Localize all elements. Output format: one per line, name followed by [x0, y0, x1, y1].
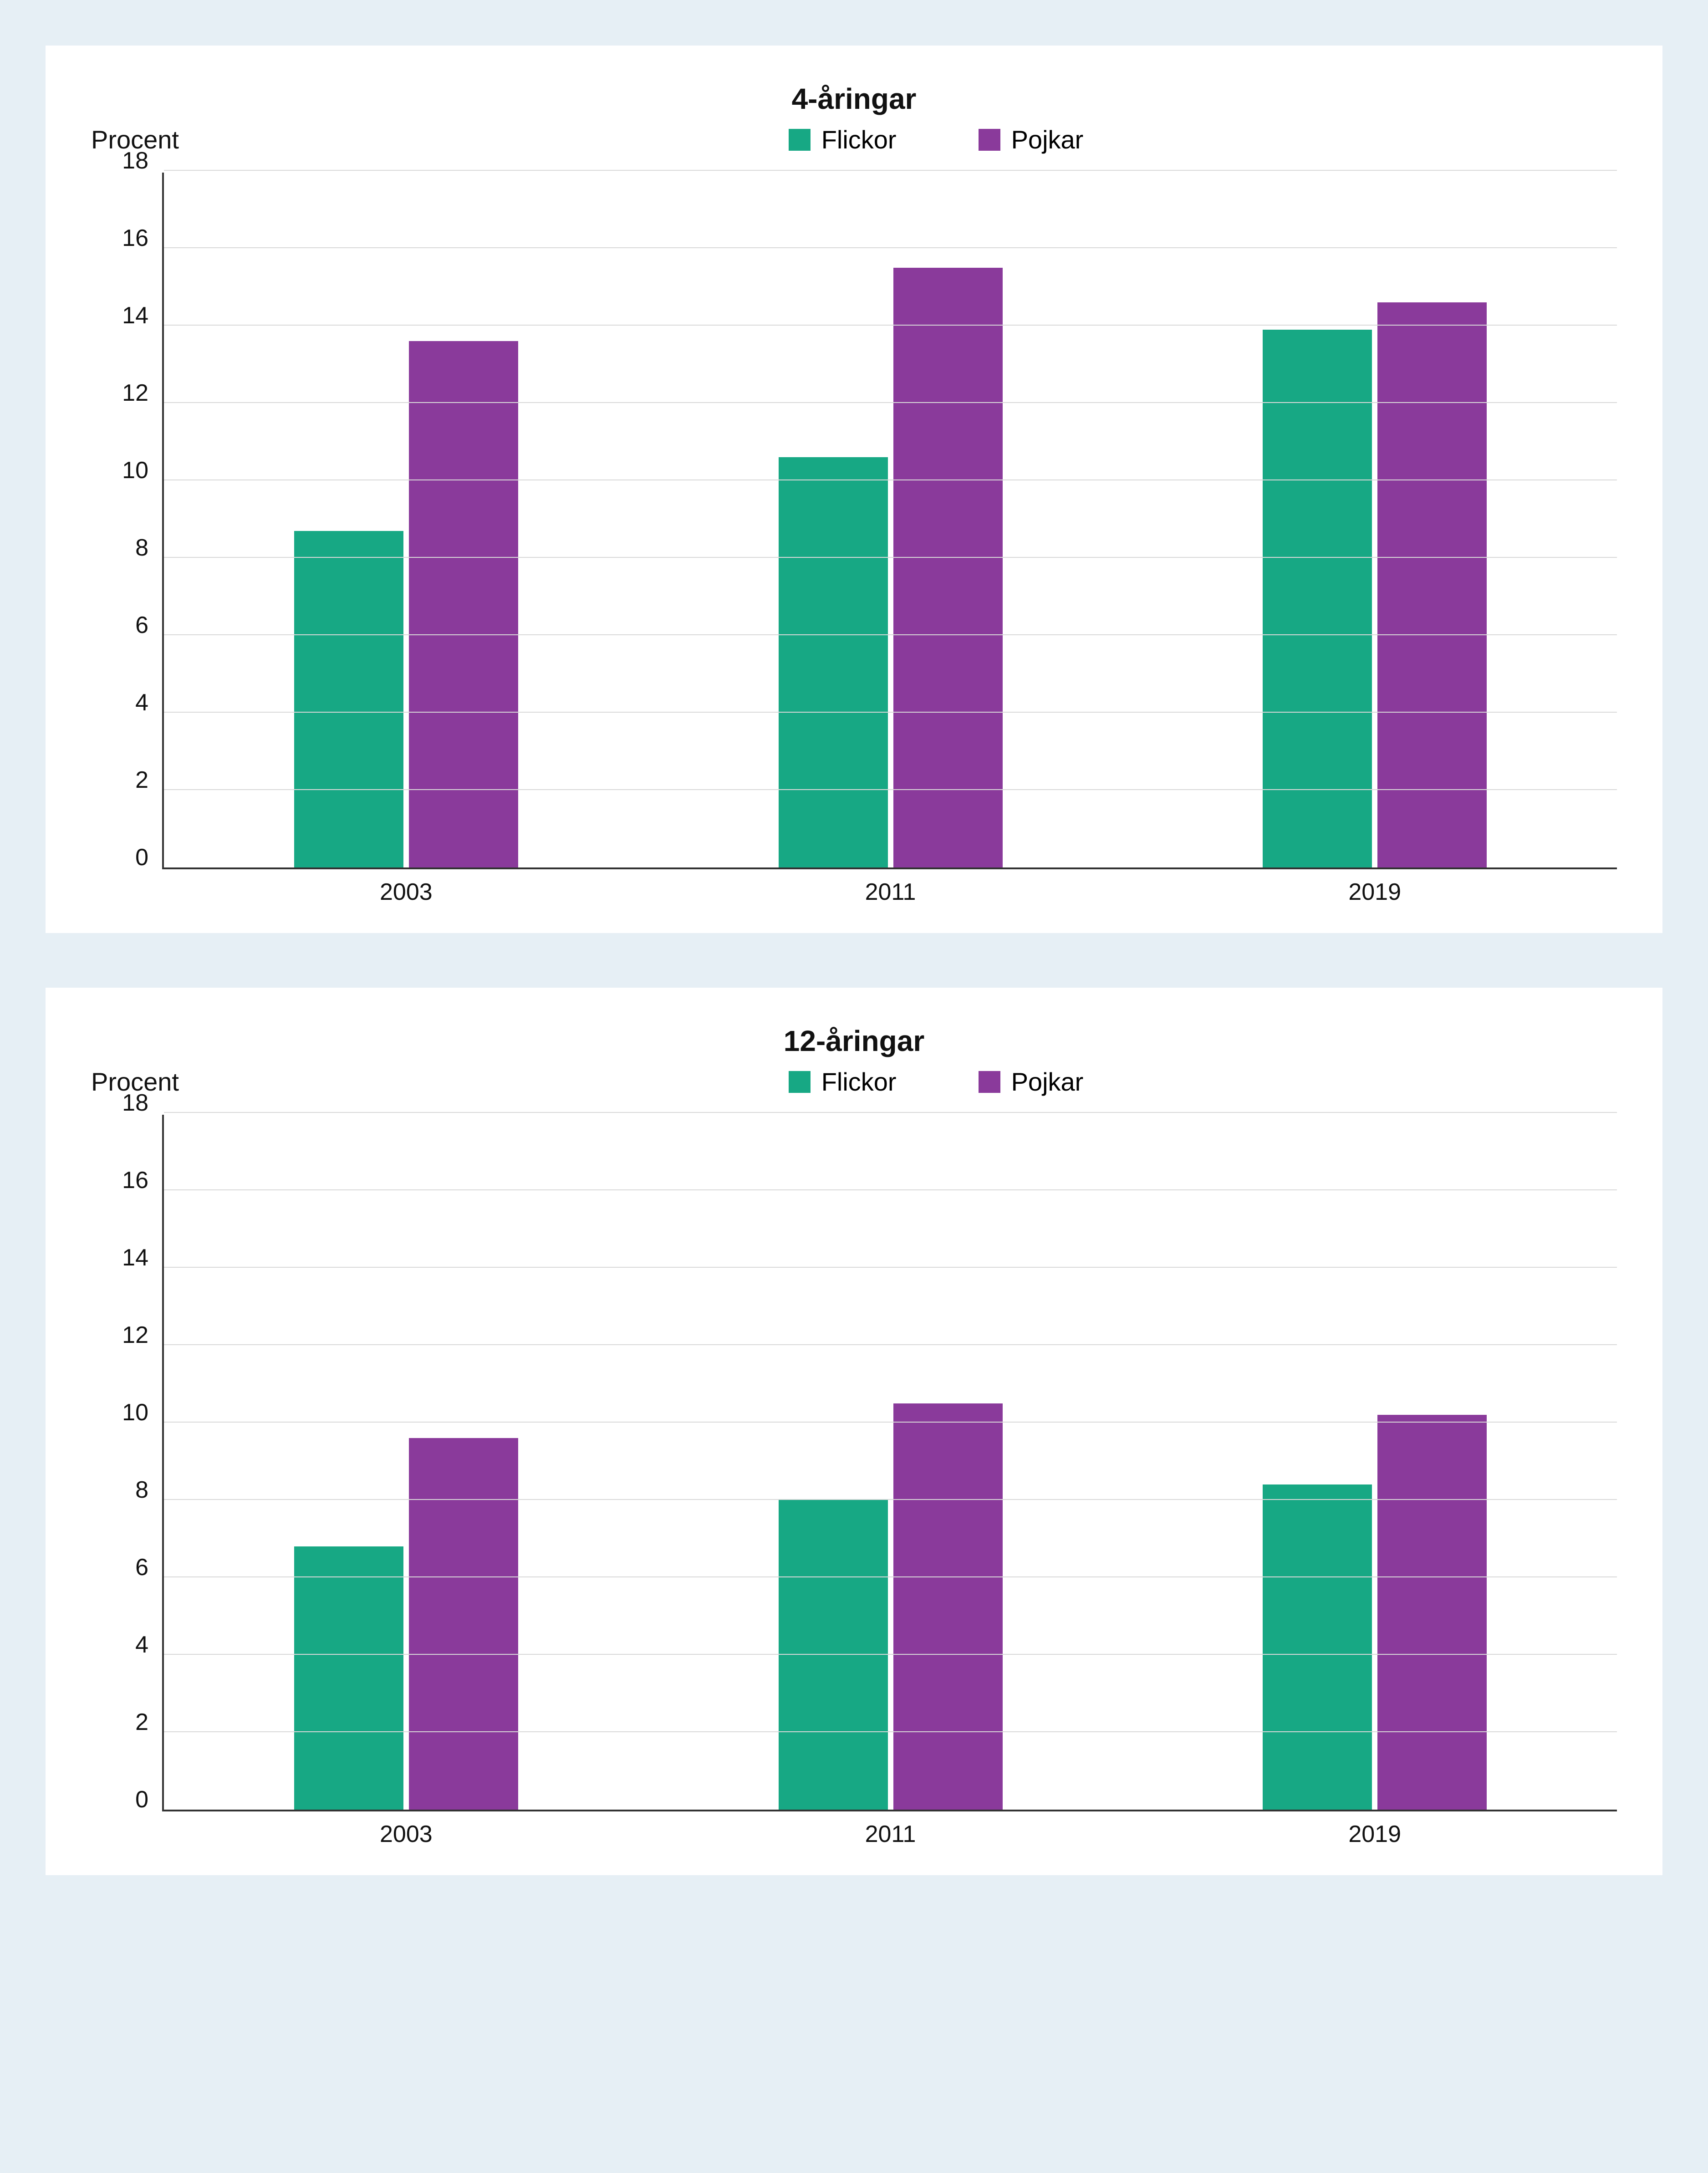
- gridline: [164, 170, 1617, 171]
- bar-group: [648, 1115, 1133, 1810]
- bar: [1263, 330, 1372, 868]
- gridline: [164, 1189, 1617, 1190]
- legend-swatch: [789, 1071, 811, 1093]
- legend-item-flickor: Flickor: [789, 1067, 897, 1097]
- gridline: [164, 634, 1617, 635]
- gridline: [164, 789, 1617, 790]
- x-axis: 200320112019: [164, 878, 1617, 906]
- chart-title: 4-åringar: [91, 82, 1617, 116]
- x-tick: 2003: [164, 1821, 648, 1848]
- gridline: [164, 557, 1617, 558]
- gridline: [164, 712, 1617, 713]
- gridline: [164, 1344, 1617, 1345]
- y-axis-label: Procent: [91, 125, 255, 154]
- chart-header: Procent Flickor Pojkar: [91, 1067, 1617, 1097]
- gridline: [164, 247, 1617, 248]
- chart-panel-12aringar: 12-åringar Procent Flickor Pojkar 181614…: [46, 988, 1662, 1875]
- bar-groups: [164, 1115, 1617, 1810]
- gridline: [164, 479, 1617, 480]
- gridline: [164, 1422, 1617, 1423]
- bar: [294, 1546, 403, 1810]
- page-container: 4-åringar Procent Flickor Pojkar 1816141…: [0, 0, 1708, 1975]
- legend-label: Pojkar: [1011, 1067, 1084, 1097]
- chart-title: 12-åringar: [91, 1024, 1617, 1058]
- bar: [779, 1500, 888, 1810]
- x-tick: 2011: [648, 878, 1133, 906]
- bar: [779, 457, 888, 867]
- y-axis-label: Procent: [91, 1067, 255, 1097]
- bar: [1263, 1484, 1372, 1810]
- x-axis: 200320112019: [164, 1821, 1617, 1848]
- bar-group: [164, 1115, 648, 1810]
- gridline: [164, 1267, 1617, 1268]
- legend: Flickor Pojkar: [255, 125, 1617, 154]
- legend-item-pojkar: Pojkar: [979, 1067, 1084, 1097]
- plot: [164, 173, 1617, 869]
- bar-groups: [164, 173, 1617, 867]
- x-tick: 2019: [1132, 1821, 1617, 1848]
- legend-label: Flickor: [821, 1067, 897, 1097]
- chart-panel-4aringar: 4-åringar Procent Flickor Pojkar 1816141…: [46, 46, 1662, 933]
- gridline: [164, 1576, 1617, 1577]
- legend-item-pojkar: Pojkar: [979, 125, 1084, 154]
- legend-swatch: [979, 129, 1000, 151]
- y-axis: 181614121086420: [91, 173, 164, 869]
- bar-group: [1132, 1115, 1617, 1810]
- legend-label: Pojkar: [1011, 125, 1084, 154]
- bar: [1377, 302, 1487, 867]
- gridline: [164, 1112, 1617, 1113]
- bar: [893, 1403, 1003, 1810]
- plot-area: 181614121086420: [91, 1115, 1617, 1811]
- gridline: [164, 1731, 1617, 1732]
- gridline: [164, 1499, 1617, 1500]
- bar-group: [164, 173, 648, 867]
- bar-group: [648, 173, 1133, 867]
- gridline: [164, 1654, 1617, 1655]
- legend-item-flickor: Flickor: [789, 125, 897, 154]
- plot-area: 181614121086420: [91, 173, 1617, 869]
- plot: [164, 1115, 1617, 1811]
- bar: [1377, 1415, 1487, 1810]
- gridline: [164, 402, 1617, 403]
- bar: [409, 341, 518, 867]
- x-tick: 2011: [648, 1821, 1133, 1848]
- gridline: [164, 325, 1617, 326]
- x-tick: 2003: [164, 878, 648, 906]
- legend-label: Flickor: [821, 125, 897, 154]
- chart-header: Procent Flickor Pojkar: [91, 125, 1617, 154]
- bar: [294, 531, 403, 868]
- legend: Flickor Pojkar: [255, 1067, 1617, 1097]
- y-axis: 181614121086420: [91, 1115, 164, 1811]
- bar-group: [1132, 173, 1617, 867]
- legend-swatch: [979, 1071, 1000, 1093]
- x-tick: 2019: [1132, 878, 1617, 906]
- bar: [893, 268, 1003, 868]
- legend-swatch: [789, 129, 811, 151]
- bar: [409, 1438, 518, 1810]
